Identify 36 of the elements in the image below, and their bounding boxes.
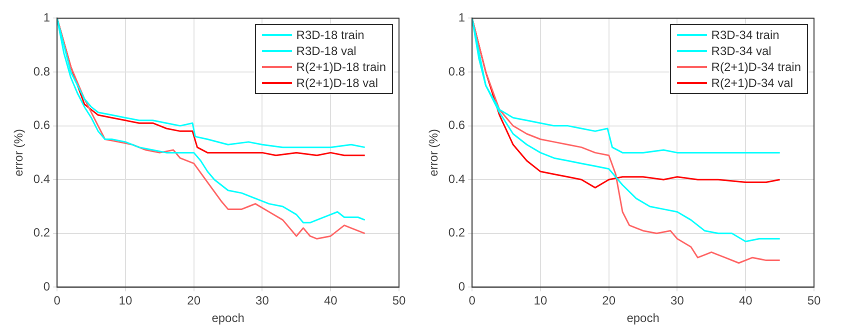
- y-axis-title: error (%): [12, 129, 26, 176]
- y-tick-label: 0.8: [33, 64, 50, 78]
- y-tick-label: 1: [458, 10, 466, 25]
- x-tick-label: 40: [324, 294, 338, 308]
- x-tick-label: 30: [670, 294, 684, 308]
- legend-label: R3D-34 train: [711, 27, 780, 44]
- y-axis-title: error (%): [426, 129, 441, 176]
- x-axis-title: epoch: [626, 311, 660, 326]
- x-tick-label: 30: [256, 294, 270, 308]
- legend-label: R(2+1)D-34 train: [711, 59, 801, 76]
- legend-label: R3D-34 val: [711, 43, 772, 60]
- x-tick-label: 20: [602, 294, 616, 308]
- x-tick-label: 0: [468, 294, 476, 308]
- x-axis-title: epoch: [212, 311, 244, 326]
- y-tick-label: 0.6: [448, 118, 466, 132]
- legend-label: R3D-18 train: [296, 27, 364, 44]
- x-tick-label: 50: [807, 294, 821, 308]
- legend-label: R(2+1)D-18 train: [296, 59, 386, 76]
- y-tick-label: 0: [43, 280, 50, 294]
- y-tick-label: 0.2: [33, 226, 50, 240]
- y-tick-label: 0.6: [33, 118, 50, 132]
- x-tick-label: 50: [392, 294, 406, 308]
- legend-label: R3D-18 val: [296, 43, 356, 60]
- x-tick-label: 0: [54, 294, 61, 308]
- y-tick-label: 0.4: [448, 172, 466, 186]
- legend-label: R(2+1)D-18 val: [296, 75, 378, 92]
- x-tick-label: 40: [738, 294, 753, 308]
- y-tick-label: 0.4: [33, 172, 50, 186]
- x-tick-label: 10: [534, 294, 548, 308]
- y-tick-label: 0: [458, 280, 466, 294]
- legend-label: R(2+1)D-34 val: [711, 75, 793, 92]
- y-tick-label: 1: [43, 10, 50, 25]
- y-tick-label: 0.2: [448, 226, 466, 240]
- y-tick-label: 0.8: [448, 64, 466, 78]
- x-tick-label: 20: [187, 294, 201, 308]
- x-tick-label: 10: [118, 294, 132, 308]
